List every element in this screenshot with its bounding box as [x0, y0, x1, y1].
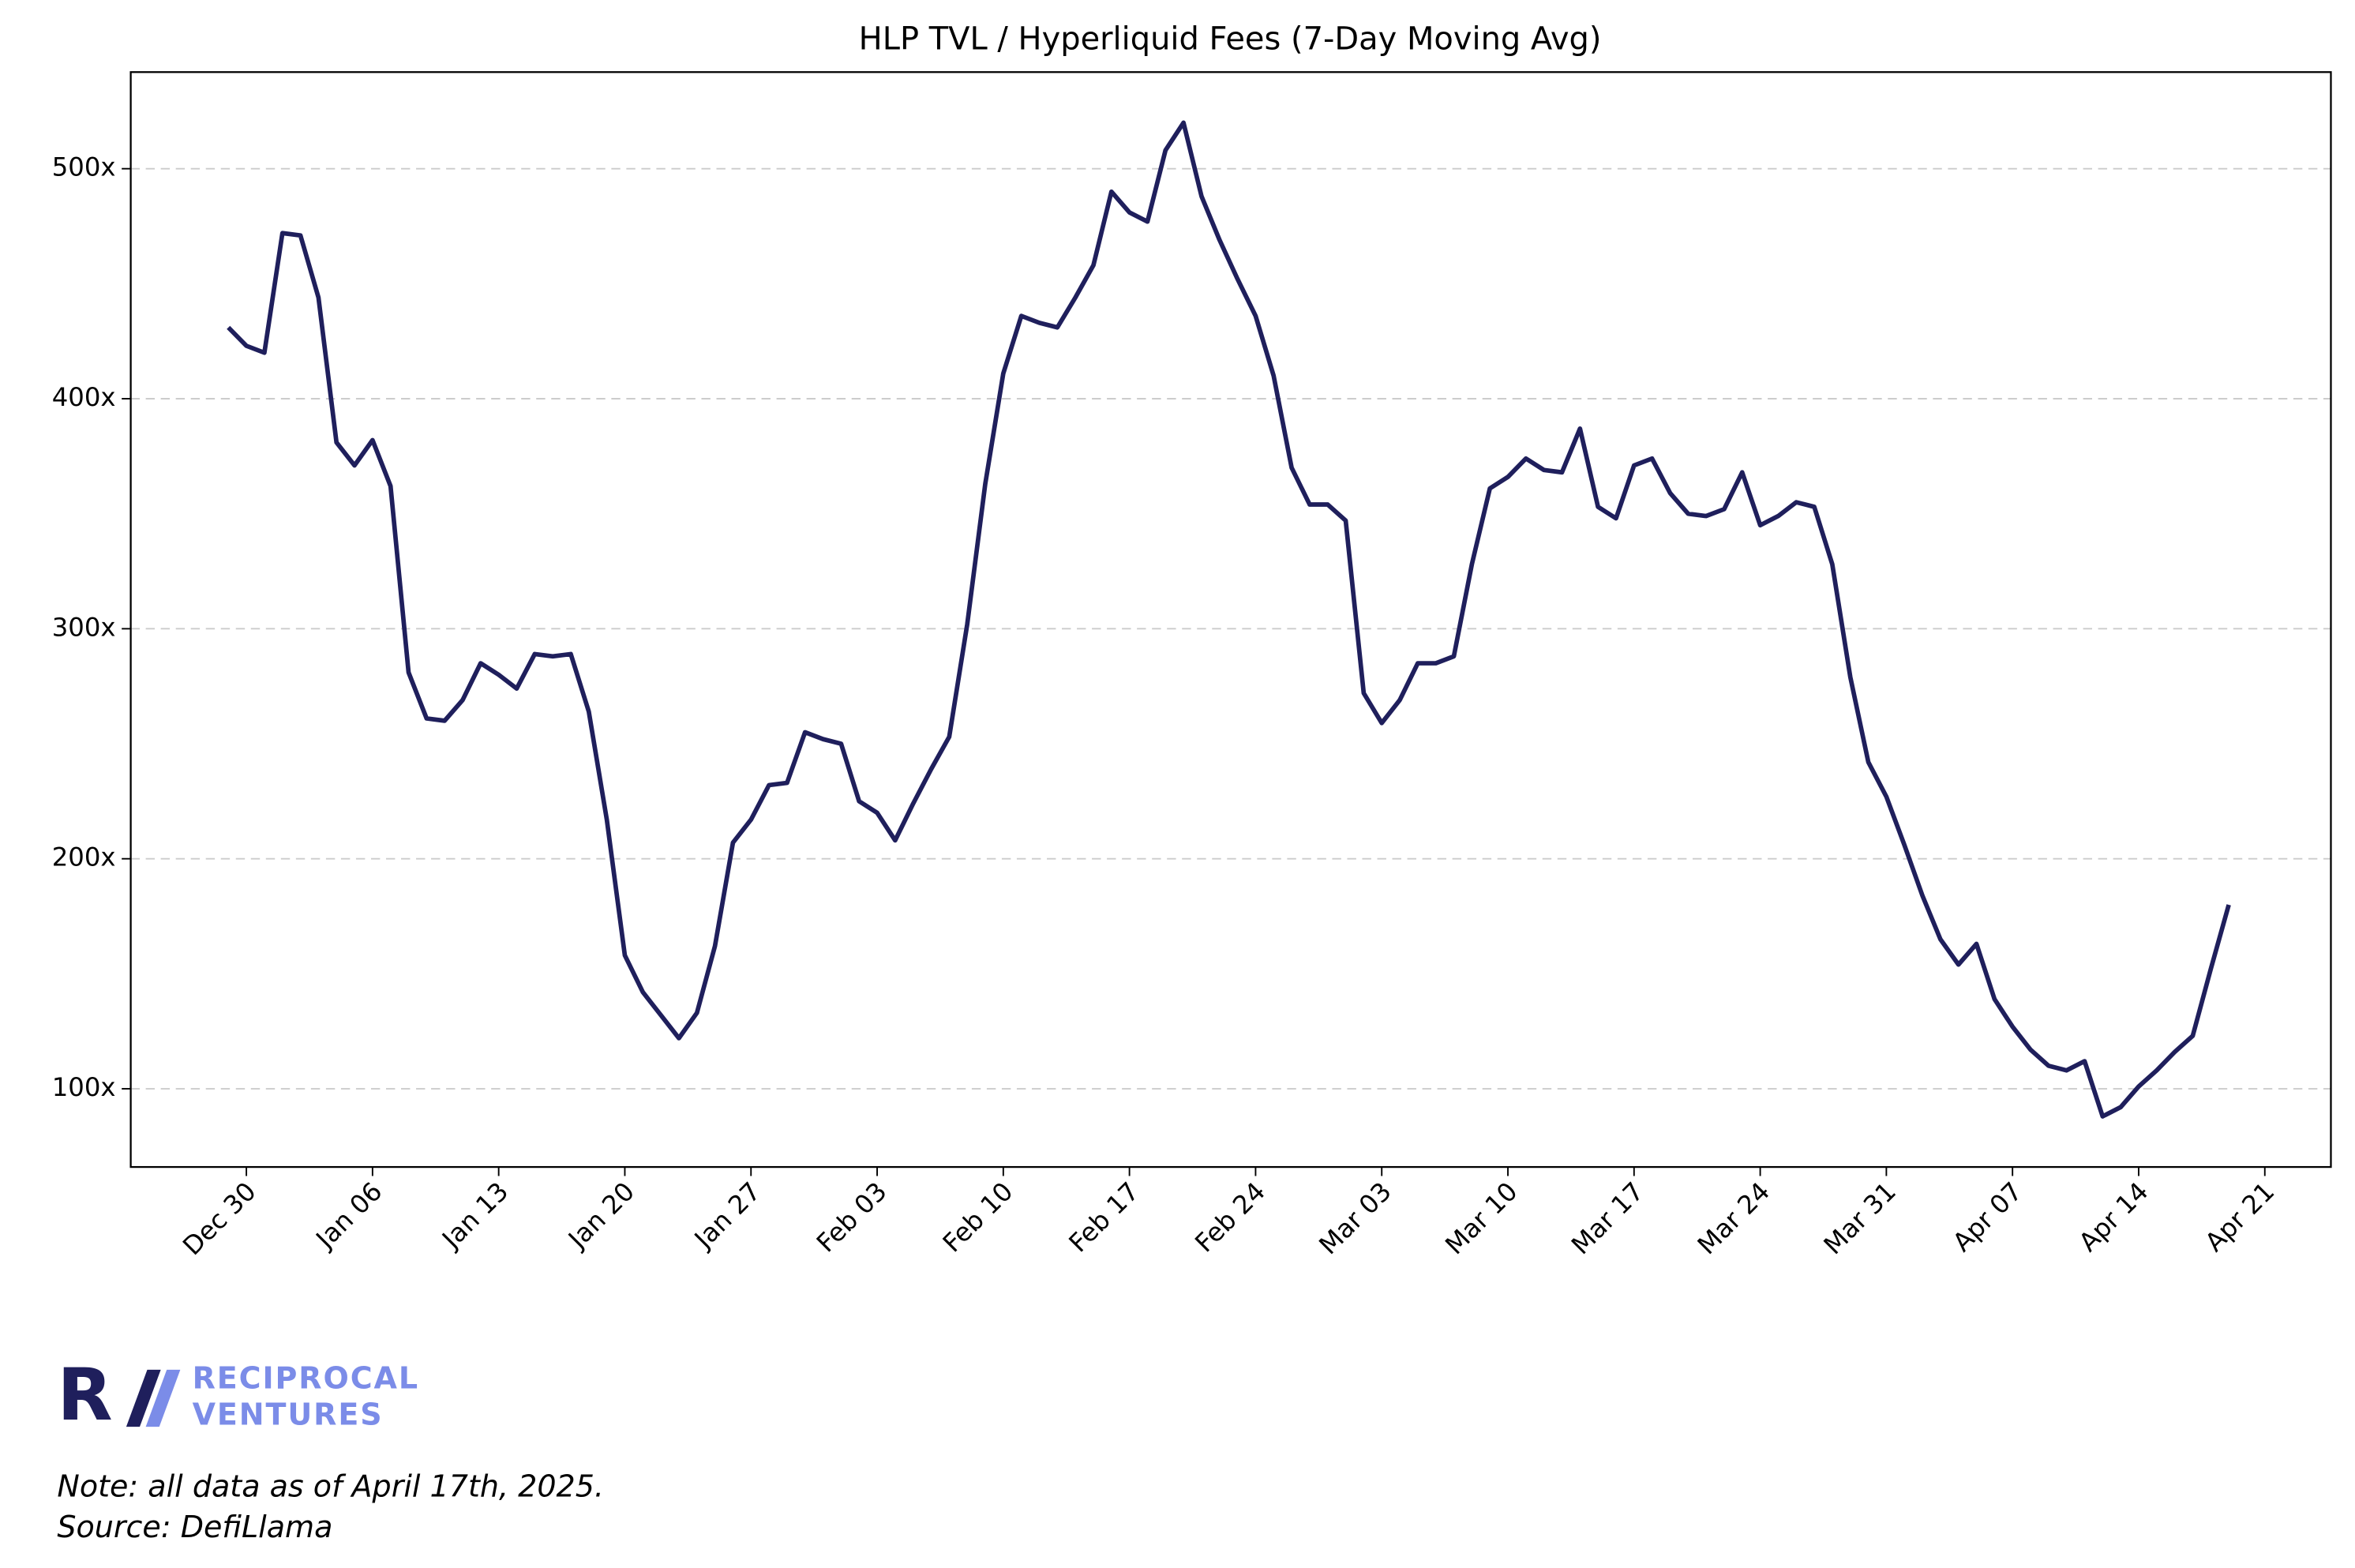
note: Note: all data as of April 17th, 2025. [57, 1469, 604, 1504]
source: Source: DefiLlama [57, 1510, 332, 1544]
y-tick-label: 400x [52, 382, 116, 412]
chart-title: HLP TVL / Hyperliquid Fees (7-Day Moving… [859, 21, 1602, 57]
logo: R RECIPROCAL VENTURES [57, 1352, 419, 1437]
logo-mark: R [57, 1352, 112, 1437]
y-tick-label: 300x [52, 612, 116, 642]
logo-slash [145, 1369, 181, 1427]
y-tick-label: 200x [52, 842, 116, 872]
logo-slash [126, 1369, 161, 1427]
line [227, 120, 2231, 1119]
y-tick-label: 100x [52, 1072, 116, 1102]
plot-frame [129, 71, 2332, 1168]
logo-text: RECIPROCAL [193, 1361, 419, 1396]
y-tick-label: 500x [52, 152, 116, 182]
logo-text: VENTURES [193, 1397, 384, 1431]
